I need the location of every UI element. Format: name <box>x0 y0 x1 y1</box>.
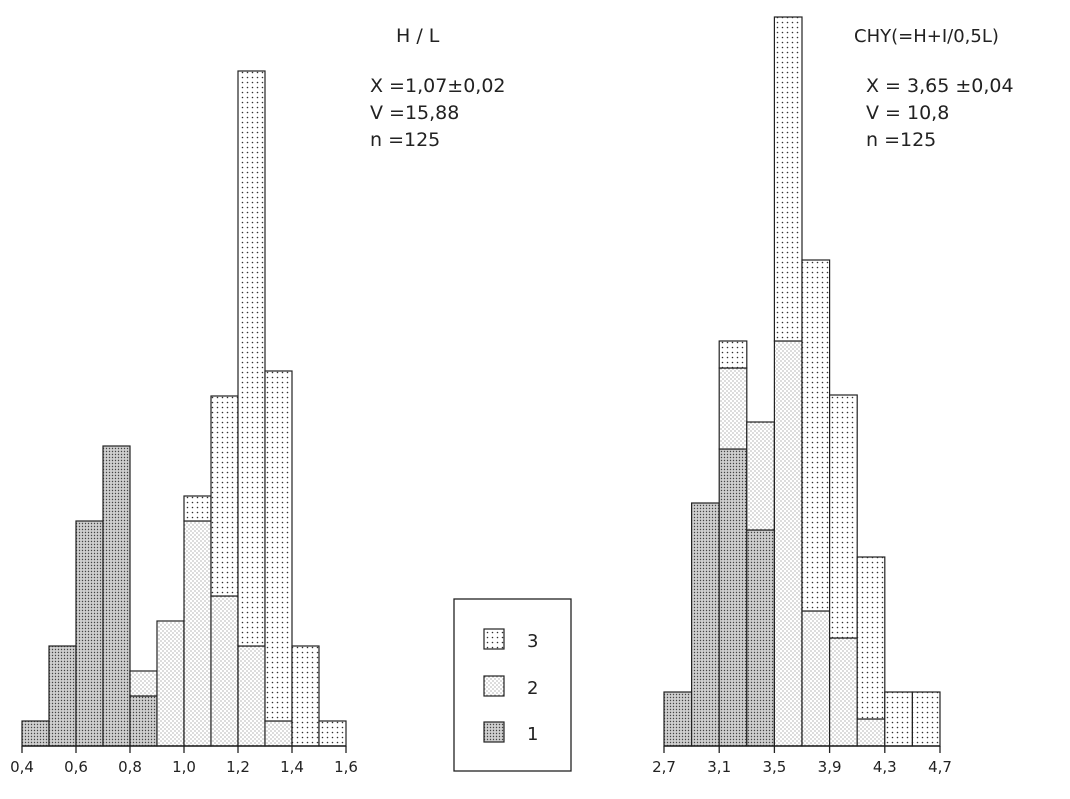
legend-swatch-1 <box>483 721 505 743</box>
legend-item-2: 2 <box>483 675 538 699</box>
bar-chy-bin-0-group1 <box>663 691 693 747</box>
bar-h-l-bin-6-group3 <box>183 495 212 522</box>
bar-chy-bin-5-group3 <box>801 259 831 612</box>
legend-item-3: 3 <box>483 628 538 652</box>
bar-chy-bin-8-group3 <box>884 691 913 747</box>
bar-chy-bin-2-group3 <box>718 340 748 369</box>
stat-cv-chy: V = 10,8 <box>866 102 949 124</box>
tick-label-h-l-6: 1,6 <box>334 758 358 776</box>
legend-item-1: 1 <box>483 721 538 745</box>
tick-label-chy-5: 4,7 <box>928 758 952 776</box>
bar-h-l-bin-6-group2 <box>183 520 212 747</box>
bars-chy <box>663 16 941 747</box>
chart-h-l: 0,4 0,6 0,8 1,0 1,2 1,4 1,6 H / L X =1,07±0,02… <box>10 25 505 776</box>
bar-chy-bin-1-group1 <box>690 502 720 747</box>
bar-chy-bin-6-group2 <box>828 637 858 747</box>
bar-h-l-bin-7-group3 <box>210 395 239 597</box>
bar-h-l-bin-8-group2 <box>237 645 266 747</box>
bar-chy-bin-7-group3 <box>856 556 886 720</box>
bar-h-l-bin-4-group1 <box>129 695 158 747</box>
legend-label-3: 3 <box>527 631 538 652</box>
legend: 3 2 1 <box>453 598 572 772</box>
stat-mean-chy: X = 3,65 ±0,04 <box>866 75 1014 97</box>
bars-h-l <box>21 70 347 747</box>
ticks-h-l: 0,4 0,6 0,8 1,0 1,2 1,4 1,6 <box>10 746 358 776</box>
bar-chy-bin-3-group1 <box>746 529 775 747</box>
chart-chy: 2,7 3,1 3,5 3,9 4,3 4,7 CHY(=H+I/0,5L) X = 3,… <box>652 16 1014 776</box>
bar-h-l-bin-11-group3 <box>318 720 347 747</box>
bar-h-l-bin-10-group3 <box>291 645 320 747</box>
stat-n-chy: n =125 <box>866 129 936 151</box>
bar-chy-bin-2-group1 <box>718 448 748 747</box>
bar-chy-bin-2-group2 <box>718 367 748 450</box>
bar-h-l-bin-3-group1 <box>102 445 131 747</box>
bar-chy-bin-7-group2 <box>856 718 886 747</box>
stat-n-h-l: n =125 <box>370 129 440 151</box>
stat-cv-h-l: V =15,88 <box>370 102 459 124</box>
stat-mean-h-l: X =1,07±0,02 <box>370 75 506 97</box>
bar-chy-bin-9-group3 <box>911 691 941 747</box>
tick-label-h-l-0: 0,4 <box>10 758 34 776</box>
legend-swatch-3 <box>483 628 505 650</box>
chart-title-chy: CHY(=H+I/0,5L) <box>854 26 999 47</box>
tick-label-h-l-5: 1,4 <box>280 758 304 776</box>
legend-label-2: 2 <box>527 678 538 699</box>
bar-h-l-bin-9-group3 <box>264 370 293 722</box>
bar-h-l-bin-1-group1 <box>48 645 77 747</box>
chart-title-h-l: H / L <box>396 25 440 47</box>
bar-h-l-bin-4-group2 <box>129 670 158 697</box>
bar-chy-bin-6-group3 <box>828 394 858 639</box>
bar-chy-bin-4-group2 <box>773 340 803 747</box>
ticks-chy: 2,7 3,1 3,5 3,9 4,3 4,7 <box>652 746 952 776</box>
legend-box <box>453 598 572 772</box>
tick-label-chy-4: 4,3 <box>873 758 897 776</box>
tick-label-chy-0: 2,7 <box>652 758 676 776</box>
tick-label-h-l-3: 1,0 <box>172 758 196 776</box>
legend-label-1: 1 <box>527 724 538 745</box>
bar-h-l-bin-5-group2 <box>156 620 185 747</box>
bar-chy-bin-3-group2 <box>746 421 775 531</box>
bar-h-l-bin-0-group1 <box>21 720 50 747</box>
bar-h-l-bin-8-group3 <box>237 70 266 647</box>
tick-label-chy-2: 3,5 <box>762 758 786 776</box>
tick-label-h-l-4: 1,2 <box>226 758 250 776</box>
bar-chy-bin-4-group3 <box>773 16 803 342</box>
tick-label-chy-1: 3,1 <box>707 758 731 776</box>
bar-chy-bin-5-group2 <box>801 610 831 747</box>
legend-swatch-2 <box>483 675 505 697</box>
tick-label-chy-3: 3,9 <box>818 758 842 776</box>
bar-h-l-bin-9-group2 <box>264 720 293 747</box>
tick-label-h-l-1: 0,6 <box>64 758 88 776</box>
bar-h-l-bin-2-group1 <box>75 520 104 747</box>
bar-h-l-bin-7-group2 <box>210 595 239 747</box>
tick-label-h-l-2: 0,8 <box>118 758 142 776</box>
